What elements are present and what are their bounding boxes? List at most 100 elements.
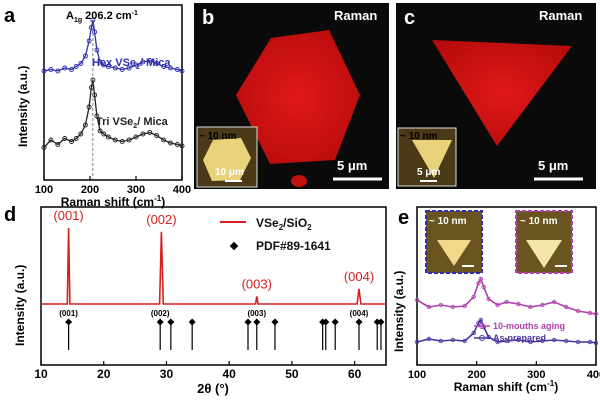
panel-a-plot: [41, 17, 185, 180]
panel-a: a Intensity (a.u.) 100 200 300 400 Raman sh…: [4, 4, 191, 209]
panel-c-inset: ~ 10 nm 5 μm: [397, 127, 457, 187]
panel-a-hex-point: [90, 17, 96, 23]
panel-a-tri-label: Tri VSe2/ Mica: [96, 116, 169, 130]
panel-d-tick-label-20: 20: [97, 367, 111, 381]
panel-e-xlabel: Raman shift (cm-1): [454, 379, 558, 394]
panel-e-aging-point: [438, 302, 444, 308]
panel-e-letter: e: [398, 207, 409, 229]
panel-c-triangle-flake: [432, 40, 572, 146]
panel-a-tri-point: [41, 145, 47, 150]
panel-d-axes-frame: [40, 206, 387, 366]
panel-a-tri-point: [112, 137, 118, 143]
panel-e-legend: 10-mouths aging As-prepared: [474, 321, 565, 343]
panel-e: e Intensity (a.u.) ~ 10 nm ~ 10 nm 100 20…: [392, 206, 600, 394]
panel-d-reference-marker: [253, 318, 261, 326]
panel-d-legend-sub-2: 2: [307, 223, 312, 232]
panel-e-aging-point: [476, 280, 481, 286]
panel-e-prepared-point: [540, 338, 545, 344]
panel-a-tick-label-300: 300: [127, 184, 145, 196]
panel-e-aging-point: [552, 299, 557, 305]
panel-a-hex-point: [179, 68, 185, 74]
panel-d-reference-marker: [322, 318, 330, 326]
panel-a-hex-point: [48, 67, 54, 72]
panel-e-prepared-point: [476, 320, 481, 326]
panel-e-aging-point: [462, 303, 467, 309]
panel-c-inset-flake: [412, 140, 452, 178]
panel-d: d Intensity (a.u.) (001) (002)(003)(004)(…: [4, 204, 387, 396]
panel-a-hex-point: [92, 29, 98, 35]
panel-e-aging-point: [471, 294, 476, 300]
panel-a-axes-frame: [43, 4, 183, 181]
panel-c-inset-scale-label: 5 μm: [417, 167, 440, 178]
panel-e-series-aging-line: [416, 277, 597, 315]
panel-a-tri-point: [88, 85, 94, 90]
panel-e-prepared-point: [516, 337, 521, 343]
panel-a-hex-point: [154, 61, 160, 66]
panel-a-xlabel-end: ): [161, 195, 165, 209]
panel-d-xlabel: 2θ (°): [197, 381, 229, 396]
panel-a-tri-point: [161, 137, 167, 143]
panel-a-hex-point: [126, 65, 132, 71]
panel-d-reference-marker: [156, 318, 164, 326]
panel-b-title: Raman: [334, 8, 377, 23]
panel-e-inset-1-thickness: ~ 10 nm: [429, 216, 467, 227]
panel-e-prepared-point: [450, 337, 455, 343]
panel-e-prepared-point: [478, 317, 483, 323]
panel-e-tick-label-100: 100: [408, 369, 426, 381]
panel-e-prepared-point: [414, 339, 420, 345]
panel-b: b Raman ~ 10 nm 10 μm 5 μm: [194, 3, 389, 189]
panel-d-legend-line-label-b: /SiO: [283, 216, 307, 230]
panel-a-tri-point: [97, 128, 103, 134]
panel-e-prepared-point: [575, 339, 581, 345]
panel-e-plot: [414, 276, 599, 346]
panel-d-reference-marker: [65, 318, 73, 326]
panel-c-inset-thickness: ~ 10 nm: [400, 131, 438, 142]
panel-a-hex-point: [41, 68, 47, 74]
panel-d-tick-label-10: 10: [34, 367, 48, 381]
panel-a-hex-point: [82, 53, 88, 59]
panel-a-tri-label-a: Tri VSe: [96, 116, 133, 128]
panel-d-peak-label: (003): [242, 276, 272, 291]
panel-d-reference-label: (003): [247, 309, 266, 318]
panel-e-inset-2-flake: [526, 240, 562, 268]
panel-a-hex-point: [55, 68, 61, 74]
panel-a-tri-point: [174, 142, 180, 147]
panel-e-xlabel-main: Raman shift (cm: [454, 380, 547, 394]
panel-e-inset-1-flake: [437, 240, 471, 266]
panel-d-reference-label: (004): [350, 309, 369, 318]
panel-a-peak-annotation: A1g 206.2 cm-1: [66, 10, 138, 24]
panel-a-tri-point: [119, 139, 125, 144]
panel-a-tri-point: [179, 143, 185, 149]
panel-e-aging-point: [516, 301, 521, 307]
panel-a-tri-point: [73, 136, 79, 141]
panel-d-tick-label-50: 50: [285, 367, 299, 381]
panel-a-hex-point: [161, 64, 167, 69]
panel-a-tri-point: [69, 139, 75, 144]
panel-c-title: Raman: [539, 8, 582, 23]
panel-a-tri-point: [105, 134, 111, 140]
panel-a-hex-point: [73, 64, 79, 69]
panel-a-tick-label-200: 200: [81, 184, 99, 196]
panel-d-peak-label: (002): [146, 212, 176, 227]
panel-d-reference-marker: [271, 318, 279, 326]
panel-a-tri-point: [86, 104, 92, 110]
panel-a-hex-point: [101, 62, 107, 68]
panel-e-aging-point: [540, 302, 545, 308]
panel-b-letter: b: [202, 7, 214, 29]
panel-e-prepared-point: [552, 337, 557, 343]
panel-d-reference-marker: [244, 318, 252, 326]
panel-a-tri-point: [133, 134, 139, 140]
panel-a-peak-value-sup: -1: [132, 10, 138, 17]
panel-e-prepared-point: [528, 339, 533, 345]
panel-e-aging-point: [414, 297, 420, 303]
panel-e-tick-label-300: 300: [527, 369, 545, 381]
panel-d-reference-marker: [373, 318, 381, 326]
panel-b-inset-scale-label: 10 μm: [215, 167, 244, 178]
panel-e-xticks: 100 200 300 400: [408, 361, 600, 381]
panel-a-hex-point: [168, 65, 173, 71]
panel-d-legend-sub-1: 2: [279, 223, 284, 232]
panel-e-aging-point: [481, 284, 486, 290]
panel-d-tick-label-40: 40: [223, 367, 237, 381]
panel-d-reference-marker: [355, 318, 363, 326]
